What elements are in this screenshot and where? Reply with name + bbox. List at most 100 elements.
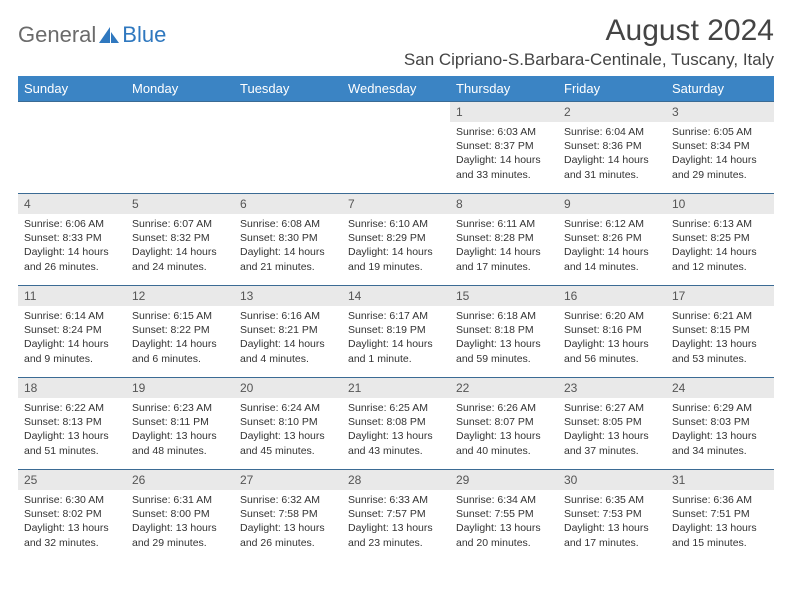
calendar-day-cell: 8Sunrise: 6:11 AMSunset: 8:28 PMDaylight… (450, 194, 558, 286)
day-number: 8 (450, 194, 558, 214)
calendar-day-cell: 2Sunrise: 6:04 AMSunset: 8:36 PMDaylight… (558, 102, 666, 194)
calendar-day-cell: 28Sunrise: 6:33 AMSunset: 7:57 PMDayligh… (342, 470, 450, 562)
day-details: Sunrise: 6:12 AMSunset: 8:26 PMDaylight:… (558, 214, 666, 274)
day-number: 21 (342, 378, 450, 398)
day-number: 16 (558, 286, 666, 306)
weekday-header: Sunday (18, 76, 126, 102)
calendar-day-cell: 18Sunrise: 6:22 AMSunset: 8:13 PMDayligh… (18, 378, 126, 470)
weekday-header: Saturday (666, 76, 774, 102)
weekday-header: Tuesday (234, 76, 342, 102)
day-number: 22 (450, 378, 558, 398)
calendar-day-cell: 10Sunrise: 6:13 AMSunset: 8:25 PMDayligh… (666, 194, 774, 286)
day-number: 7 (342, 194, 450, 214)
day-details: Sunrise: 6:11 AMSunset: 8:28 PMDaylight:… (450, 214, 558, 274)
weekday-header-row: SundayMondayTuesdayWednesdayThursdayFrid… (18, 76, 774, 102)
calendar-week-row: 4Sunrise: 6:06 AMSunset: 8:33 PMDaylight… (18, 194, 774, 286)
day-number: 30 (558, 470, 666, 490)
day-details: Sunrise: 6:29 AMSunset: 8:03 PMDaylight:… (666, 398, 774, 458)
day-number: 26 (126, 470, 234, 490)
day-details: Sunrise: 6:36 AMSunset: 7:51 PMDaylight:… (666, 490, 774, 550)
location: San Cipriano-S.Barbara-Centinale, Tuscan… (404, 50, 774, 70)
day-details: Sunrise: 6:04 AMSunset: 8:36 PMDaylight:… (558, 122, 666, 182)
day-details: Sunrise: 6:30 AMSunset: 8:02 PMDaylight:… (18, 490, 126, 550)
calendar-day-cell: 4Sunrise: 6:06 AMSunset: 8:33 PMDaylight… (18, 194, 126, 286)
day-number: 15 (450, 286, 558, 306)
weekday-header: Thursday (450, 76, 558, 102)
calendar-day-cell: 24Sunrise: 6:29 AMSunset: 8:03 PMDayligh… (666, 378, 774, 470)
day-details: Sunrise: 6:32 AMSunset: 7:58 PMDaylight:… (234, 490, 342, 550)
day-number: 20 (234, 378, 342, 398)
calendar-day-cell: 16Sunrise: 6:20 AMSunset: 8:16 PMDayligh… (558, 286, 666, 378)
calendar-week-row: 11Sunrise: 6:14 AMSunset: 8:24 PMDayligh… (18, 286, 774, 378)
day-number: 19 (126, 378, 234, 398)
calendar-day-cell: 26Sunrise: 6:31 AMSunset: 8:00 PMDayligh… (126, 470, 234, 562)
calendar-day-cell: 31Sunrise: 6:36 AMSunset: 7:51 PMDayligh… (666, 470, 774, 562)
day-details: Sunrise: 6:17 AMSunset: 8:19 PMDaylight:… (342, 306, 450, 366)
day-details: Sunrise: 6:08 AMSunset: 8:30 PMDaylight:… (234, 214, 342, 274)
day-number: 13 (234, 286, 342, 306)
brand-logo: General Blue (18, 14, 166, 48)
month-title: August 2024 (404, 14, 774, 48)
calendar-day-cell: 27Sunrise: 6:32 AMSunset: 7:58 PMDayligh… (234, 470, 342, 562)
calendar-day-cell: 12Sunrise: 6:15 AMSunset: 8:22 PMDayligh… (126, 286, 234, 378)
day-number: 9 (558, 194, 666, 214)
brand-part1: General (18, 22, 96, 48)
day-number: 28 (342, 470, 450, 490)
day-number: 25 (18, 470, 126, 490)
calendar-day-cell: 14Sunrise: 6:17 AMSunset: 8:19 PMDayligh… (342, 286, 450, 378)
day-details: Sunrise: 6:22 AMSunset: 8:13 PMDaylight:… (18, 398, 126, 458)
day-details: Sunrise: 6:07 AMSunset: 8:32 PMDaylight:… (126, 214, 234, 274)
brand-part2: Blue (122, 22, 166, 48)
day-number: 29 (450, 470, 558, 490)
calendar-day-cell: 20Sunrise: 6:24 AMSunset: 8:10 PMDayligh… (234, 378, 342, 470)
day-details: Sunrise: 6:21 AMSunset: 8:15 PMDaylight:… (666, 306, 774, 366)
day-details: Sunrise: 6:35 AMSunset: 7:53 PMDaylight:… (558, 490, 666, 550)
day-details: Sunrise: 6:27 AMSunset: 8:05 PMDaylight:… (558, 398, 666, 458)
day-number: 5 (126, 194, 234, 214)
calendar-day-cell: 13Sunrise: 6:16 AMSunset: 8:21 PMDayligh… (234, 286, 342, 378)
calendar-day-cell: 1Sunrise: 6:03 AMSunset: 8:37 PMDaylight… (450, 102, 558, 194)
day-number: 27 (234, 470, 342, 490)
day-number: 23 (558, 378, 666, 398)
weekday-header: Monday (126, 76, 234, 102)
day-details: Sunrise: 6:23 AMSunset: 8:11 PMDaylight:… (126, 398, 234, 458)
calendar-day-cell: 25Sunrise: 6:30 AMSunset: 8:02 PMDayligh… (18, 470, 126, 562)
calendar-day-cell: 21Sunrise: 6:25 AMSunset: 8:08 PMDayligh… (342, 378, 450, 470)
day-number: 11 (18, 286, 126, 306)
calendar-day-cell: 7Sunrise: 6:10 AMSunset: 8:29 PMDaylight… (342, 194, 450, 286)
day-details: Sunrise: 6:34 AMSunset: 7:55 PMDaylight:… (450, 490, 558, 550)
day-number: 4 (18, 194, 126, 214)
day-details: Sunrise: 6:03 AMSunset: 8:37 PMDaylight:… (450, 122, 558, 182)
calendar-week-row: 25Sunrise: 6:30 AMSunset: 8:02 PMDayligh… (18, 470, 774, 562)
calendar-day-cell (18, 102, 126, 194)
calendar-body: 1Sunrise: 6:03 AMSunset: 8:37 PMDaylight… (18, 102, 774, 562)
day-details: Sunrise: 6:05 AMSunset: 8:34 PMDaylight:… (666, 122, 774, 182)
day-number: 12 (126, 286, 234, 306)
day-number: 18 (18, 378, 126, 398)
day-number: 14 (342, 286, 450, 306)
calendar-day-cell: 23Sunrise: 6:27 AMSunset: 8:05 PMDayligh… (558, 378, 666, 470)
calendar-table: SundayMondayTuesdayWednesdayThursdayFrid… (18, 76, 774, 562)
sail-icon (98, 26, 120, 44)
day-details: Sunrise: 6:18 AMSunset: 8:18 PMDaylight:… (450, 306, 558, 366)
calendar-week-row: 18Sunrise: 6:22 AMSunset: 8:13 PMDayligh… (18, 378, 774, 470)
day-details: Sunrise: 6:20 AMSunset: 8:16 PMDaylight:… (558, 306, 666, 366)
calendar-day-cell (126, 102, 234, 194)
title-block: August 2024 San Cipriano-S.Barbara-Centi… (404, 14, 774, 70)
calendar-day-cell: 19Sunrise: 6:23 AMSunset: 8:11 PMDayligh… (126, 378, 234, 470)
calendar-day-cell: 22Sunrise: 6:26 AMSunset: 8:07 PMDayligh… (450, 378, 558, 470)
calendar-day-cell: 3Sunrise: 6:05 AMSunset: 8:34 PMDaylight… (666, 102, 774, 194)
day-number: 6 (234, 194, 342, 214)
day-details: Sunrise: 6:16 AMSunset: 8:21 PMDaylight:… (234, 306, 342, 366)
calendar-day-cell: 5Sunrise: 6:07 AMSunset: 8:32 PMDaylight… (126, 194, 234, 286)
day-details: Sunrise: 6:33 AMSunset: 7:57 PMDaylight:… (342, 490, 450, 550)
calendar-day-cell: 6Sunrise: 6:08 AMSunset: 8:30 PMDaylight… (234, 194, 342, 286)
header: General Blue August 2024 San Cipriano-S.… (18, 14, 774, 70)
calendar-day-cell: 30Sunrise: 6:35 AMSunset: 7:53 PMDayligh… (558, 470, 666, 562)
day-details: Sunrise: 6:15 AMSunset: 8:22 PMDaylight:… (126, 306, 234, 366)
day-number: 17 (666, 286, 774, 306)
calendar-day-cell (342, 102, 450, 194)
day-number: 2 (558, 102, 666, 122)
weekday-header: Wednesday (342, 76, 450, 102)
day-details: Sunrise: 6:13 AMSunset: 8:25 PMDaylight:… (666, 214, 774, 274)
